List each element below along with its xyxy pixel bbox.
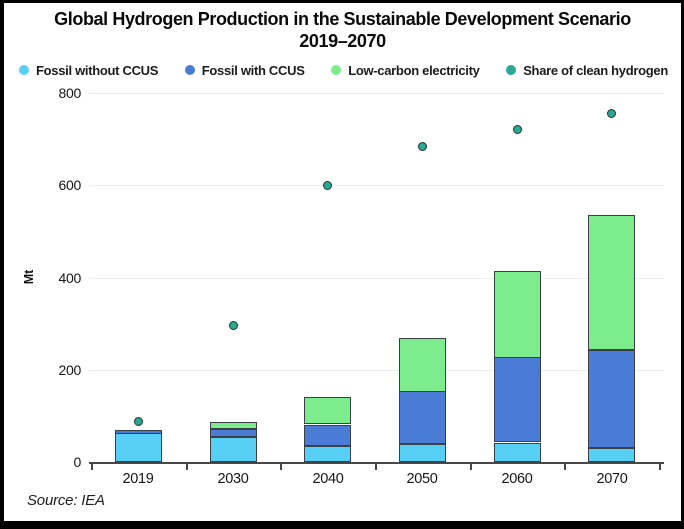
bar-segment-2060-fossil-without-ccus [494, 443, 541, 462]
x-axis-tick [375, 462, 377, 470]
y-tick-label-400: 400 [58, 270, 82, 286]
legend: Fossil without CCUS Fossil with CCUS Low… [19, 60, 668, 80]
legend-item-fossil-with-ccus: Fossil with CCUS [184, 62, 305, 78]
bar-segment-2030-low-carbon-electricity [210, 422, 257, 429]
bar-segment-2040-fossil-with-ccus [304, 425, 351, 446]
x-tick-label-2040: 2040 [312, 471, 344, 487]
y-tick-label-0: 0 [73, 454, 82, 470]
gridline-600 [89, 185, 664, 186]
scatter-point-2040 [323, 181, 332, 190]
legend-label: Fossil with CCUS [201, 62, 305, 78]
bar-segment-2060-low-carbon-electricity [494, 271, 541, 358]
bar-segment-2060-fossil-with-ccus [494, 357, 541, 442]
chart: Mt 0 200 400 600 800 2019 2030 2040 2050 2060 2070 [4, 3, 681, 521]
x-axis-tick [91, 462, 93, 470]
legend-label: Low-carbon electricity [348, 62, 480, 78]
x-tick-label-2070: 2070 [596, 471, 628, 487]
gridline-200 [89, 370, 664, 371]
legend-swatch-low-carbon-electricity-icon [331, 65, 342, 75]
scatter-point-2070 [607, 109, 616, 118]
gridline-400 [89, 278, 664, 279]
bar-segment-2019-fossil-without-ccus [115, 433, 162, 462]
legend-label: Fossil without CCUS [36, 62, 159, 78]
scatter-point-2060 [513, 125, 522, 134]
gridline-800 [89, 93, 664, 94]
scatter-point-2030 [229, 321, 238, 330]
y-tick-label-800: 800 [58, 85, 82, 101]
y-tick-label-600: 600 [58, 177, 82, 193]
bar-segment-2070-low-carbon-electricity [588, 215, 635, 350]
bar-segment-2040-fossil-without-ccus [304, 446, 351, 462]
legend-swatch-fossil-without-ccus-icon [19, 65, 29, 75]
bar-segment-2030-fossil-with-ccus [210, 429, 257, 437]
x-tick-label-2050: 2050 [406, 471, 438, 487]
x-axis-tick [280, 462, 282, 470]
legend-swatch-fossil-with-ccus-icon [184, 65, 195, 75]
chart-title: Global Hydrogen Production in the Sustai… [4, 8, 681, 52]
x-axis-tick [470, 462, 472, 470]
bar-segment-2019-fossil-with-ccus [115, 430, 162, 434]
x-tick-label-2030: 2030 [217, 471, 249, 487]
chart-title-line2: 2019–2070 [299, 31, 386, 51]
x-axis-tick [564, 462, 566, 470]
legend-item-fossil-without-ccus: Fossil without CCUS [19, 63, 158, 78]
bar-segment-2030-fossil-without-ccus [210, 437, 257, 462]
scatter-point-2019 [134, 417, 143, 426]
y-tick-label-200: 200 [58, 362, 82, 378]
source-attribution: Source: IEA [27, 492, 105, 509]
bar-segment-2040-low-carbon-electricity [304, 397, 351, 424]
x-axis-tick [659, 462, 661, 470]
bar-segment-2050-low-carbon-electricity [399, 338, 446, 392]
bar-segment-2070-fossil-with-ccus [588, 350, 635, 448]
x-tick-label-2019: 2019 [122, 471, 154, 487]
bar-segment-2050-fossil-without-ccus [399, 444, 446, 462]
bar-segment-2070-fossil-without-ccus [588, 448, 635, 462]
legend-item-low-carbon-electricity: Low-carbon electricity [331, 62, 480, 78]
chart-title-line1: Global Hydrogen Production in the Sustai… [54, 9, 631, 29]
x-tick-label-2060: 2060 [501, 471, 533, 487]
scatter-point-2050 [418, 142, 427, 151]
bar-segment-2050-fossil-with-ccus [399, 391, 446, 444]
legend-swatch-share-of-clean-hydrogen-icon [506, 65, 517, 75]
legend-item-share-of-clean-hydrogen: Share of clean hydrogen [506, 63, 668, 78]
x-axis-tick [186, 462, 188, 470]
legend-label: Share of clean hydrogen [523, 62, 668, 78]
